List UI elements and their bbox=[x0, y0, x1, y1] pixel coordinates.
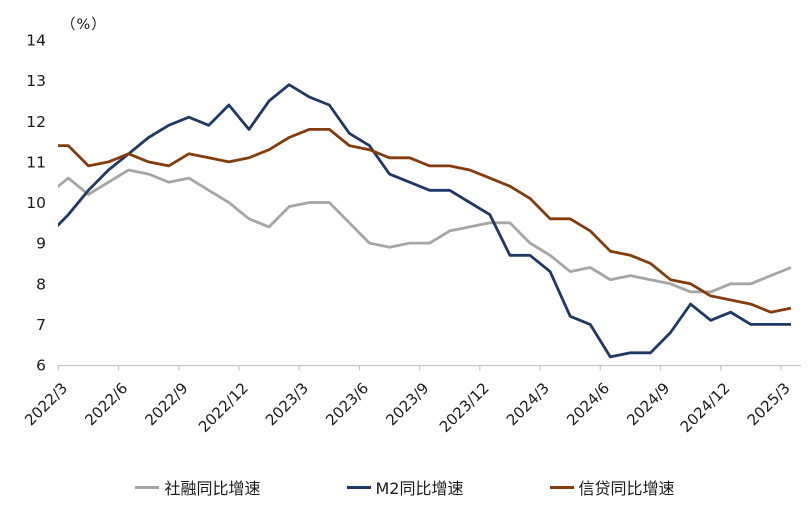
x-tick-label: 2023/6 bbox=[322, 379, 372, 429]
legend-item-m2: M2同比增速 bbox=[346, 475, 464, 499]
x-tick-label: 2022/6 bbox=[81, 379, 131, 429]
x-tick-label: 2023/12 bbox=[436, 379, 493, 436]
x-tick-label: 2024/6 bbox=[563, 379, 613, 429]
x-tick-label: 2025/3 bbox=[744, 379, 794, 429]
legend-label: 社融同比增速 bbox=[164, 479, 261, 498]
y-tick-label: 11 bbox=[26, 153, 46, 171]
legend-item-shehuirongzi: 社融同比增速 bbox=[135, 475, 261, 499]
y-tick-label: 8 bbox=[36, 275, 46, 293]
x-tick-label: 2023/3 bbox=[262, 379, 312, 429]
brown-line-swatch-icon bbox=[549, 485, 574, 489]
legend-label: M2同比增速 bbox=[375, 479, 464, 498]
x-tick-label: 2024/9 bbox=[623, 379, 673, 429]
series-line-1 bbox=[58, 83, 791, 359]
x-tick-label: 2022/12 bbox=[195, 379, 252, 436]
y-tick-label: 9 bbox=[36, 235, 46, 253]
chart-area: 6 7 8 9 10 11 12 13 14 2022/3 2022/6 2022/9 2022/12 2… bbox=[21, 32, 801, 436]
y-axis-unit-label: （%） bbox=[61, 17, 107, 33]
gray-line-swatch-icon bbox=[135, 485, 160, 489]
y-tick-label: 12 bbox=[26, 113, 46, 131]
y-tick-label: 14 bbox=[26, 32, 46, 50]
legend-item-xindai: 信贷同比增速 bbox=[549, 475, 675, 499]
y-tick-label: 7 bbox=[36, 316, 46, 334]
x-tick-label: 2024/12 bbox=[677, 379, 734, 436]
series-line-0 bbox=[58, 168, 792, 294]
legend: 社融同比增速 M2同比增速 信贷同比增速 bbox=[0, 474, 810, 500]
series-line-2 bbox=[58, 127, 792, 314]
x-tick-label: 2024/3 bbox=[503, 379, 553, 429]
navy-line-swatch-icon bbox=[346, 485, 371, 489]
legend-label: 信贷同比增速 bbox=[578, 479, 675, 498]
y-tick-label: 6 bbox=[36, 357, 46, 375]
y-tick-label: 13 bbox=[26, 72, 46, 90]
x-tick-label: 2022/9 bbox=[142, 379, 192, 429]
x-tick-label: 2022/3 bbox=[21, 379, 71, 429]
y-tick-label: 10 bbox=[26, 194, 46, 212]
x-tick-label: 2023/9 bbox=[382, 379, 432, 429]
